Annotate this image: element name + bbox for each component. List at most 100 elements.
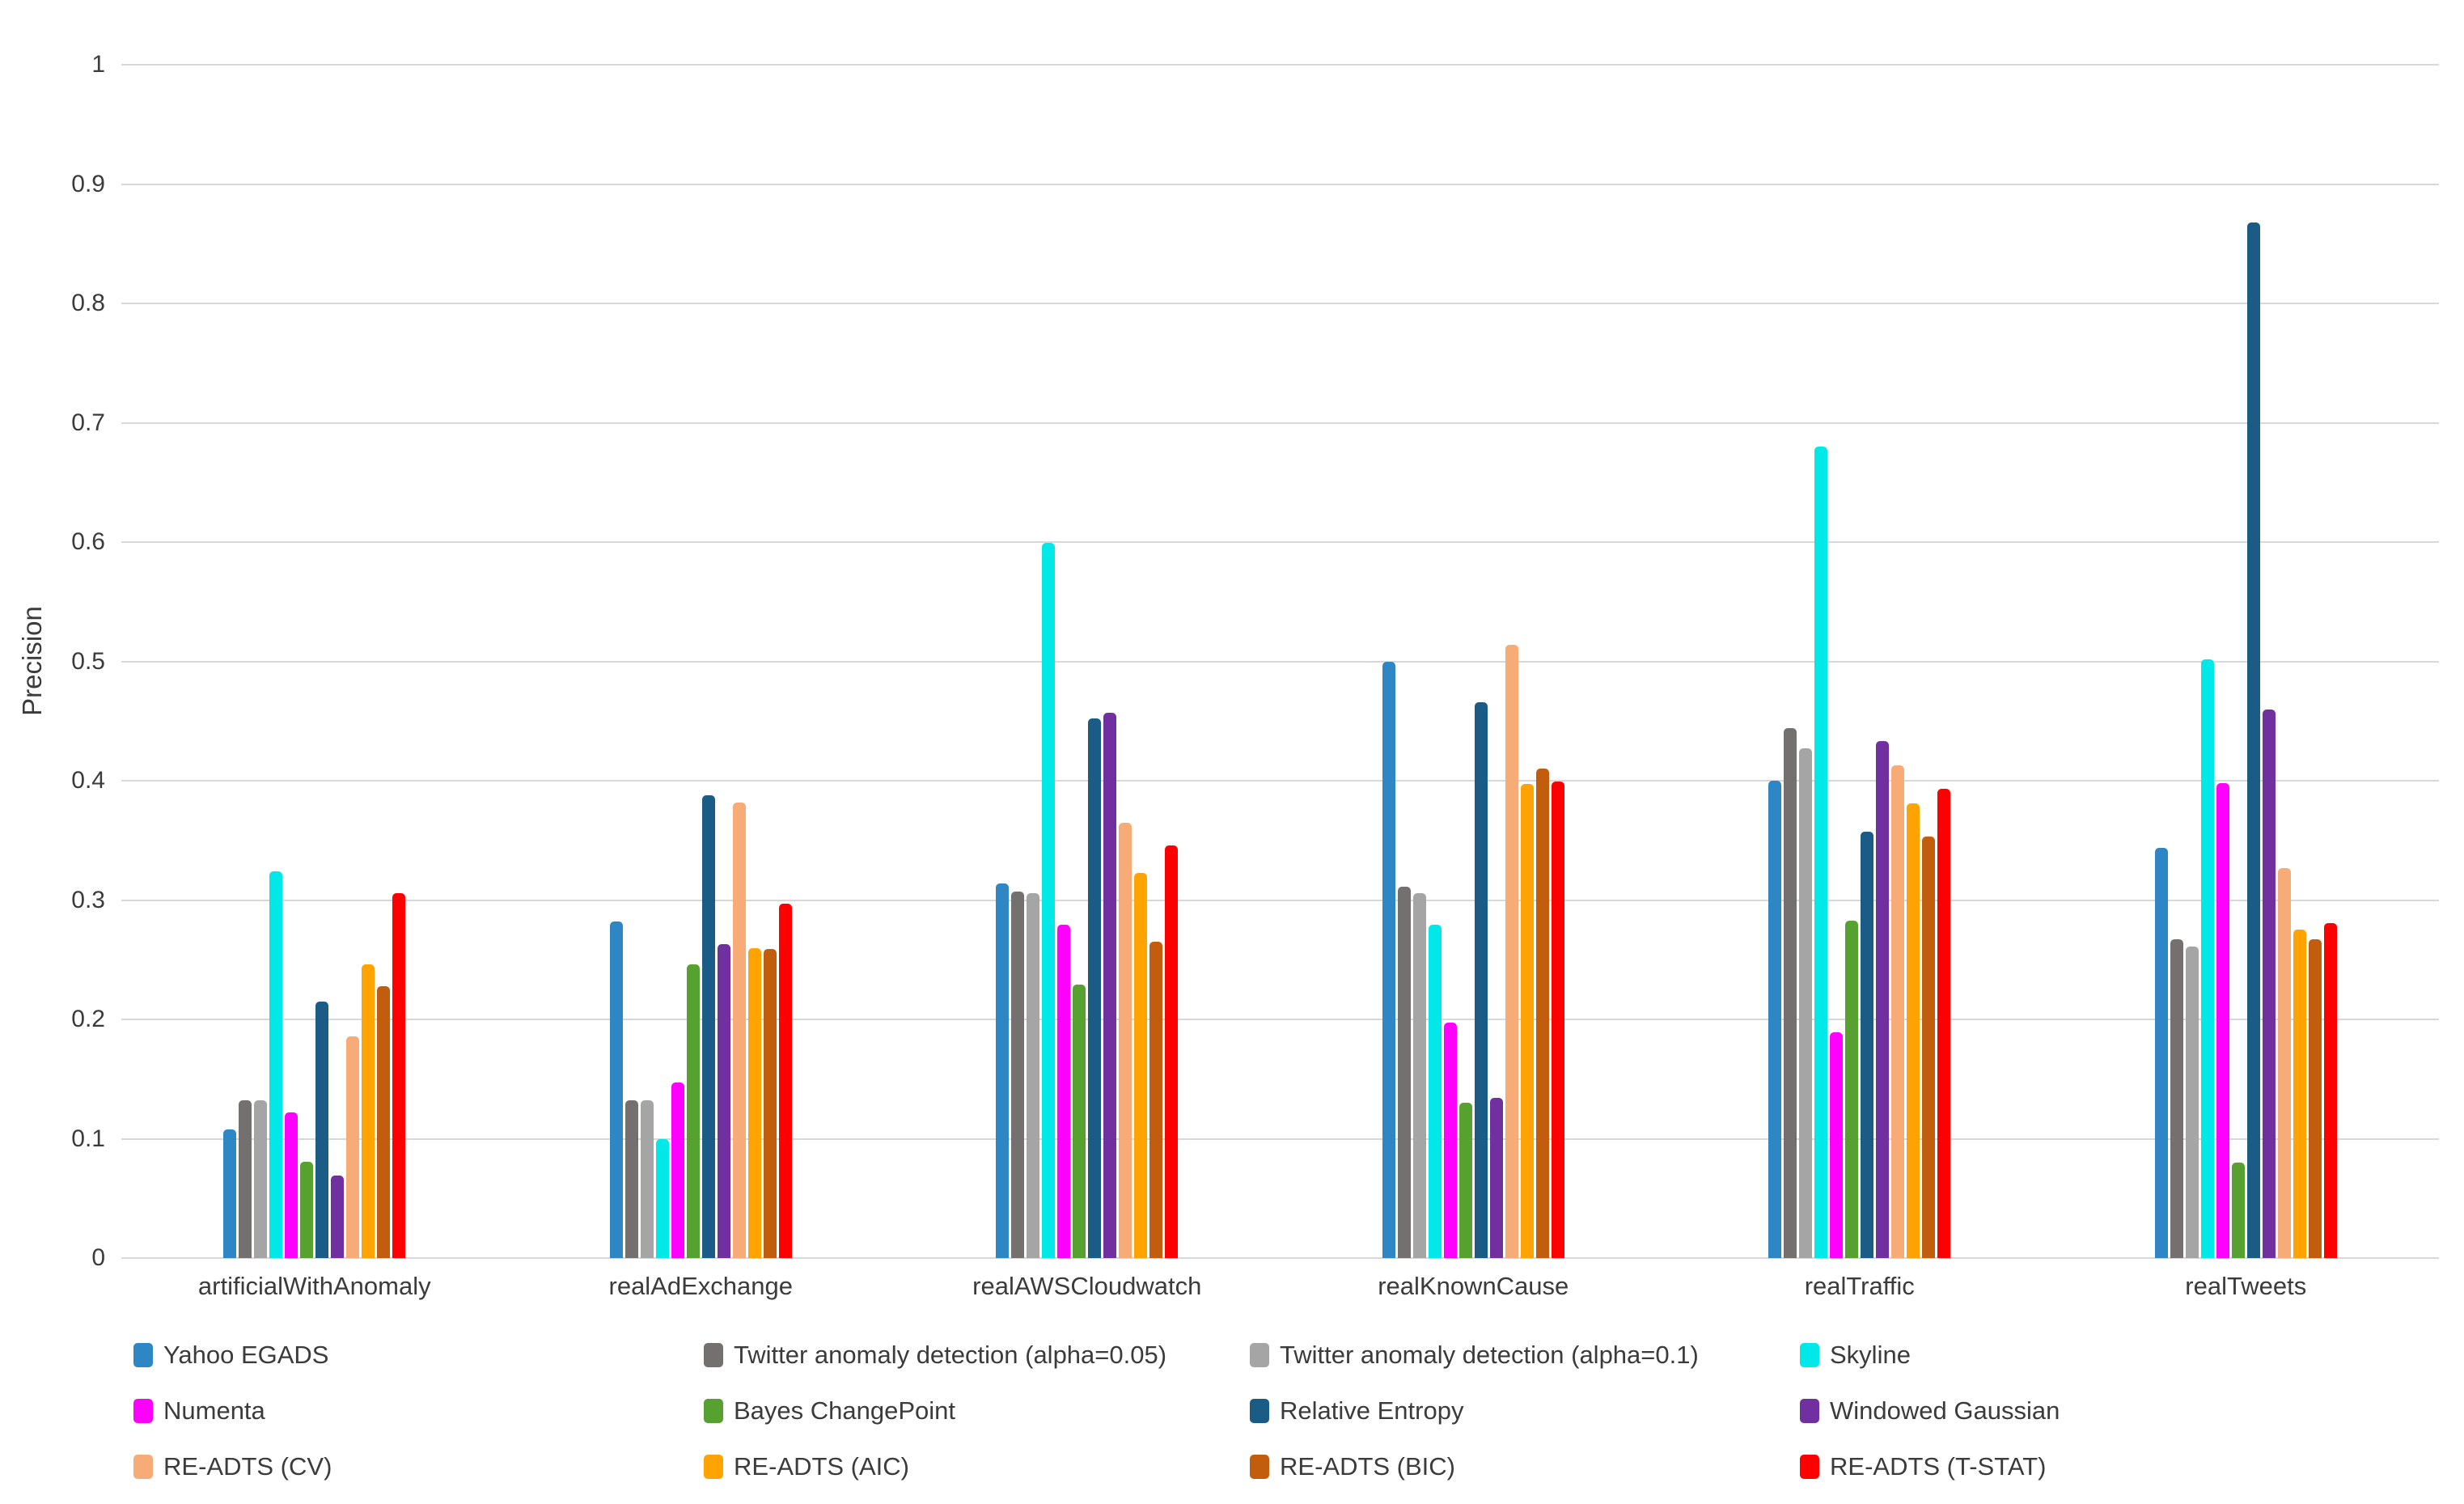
legend-item-Numenta: Numenta — [133, 1396, 704, 1426]
bar-RE-ADTS (BIC)-realAWSCloudwatch — [1149, 942, 1163, 1258]
legend-item-RE-ADTS (AIC): RE-ADTS (AIC) — [704, 1452, 1250, 1481]
legend-item-Yahoo EGADS: Yahoo EGADS — [133, 1341, 704, 1370]
bar-Twitter anomaly detection (alpha=0.05)-realTraffic — [1784, 728, 1797, 1258]
bar-RE-ADTS (AIC)-realAdExchange — [747, 947, 761, 1258]
bar-Twitter anomaly detection (alpha=0.1)-artificialWithAnomaly — [254, 1100, 268, 1258]
bar-Skyline-realKnownCause — [1428, 925, 1442, 1258]
category-label-realTraffic: realTraffic — [1804, 1272, 1915, 1300]
bar-Relative Entropy-realTraffic — [1861, 832, 1874, 1258]
gridline-0.3 — [121, 899, 2439, 901]
bar-Skyline-realAWSCloudwatch — [1042, 543, 1056, 1258]
legend-item-Bayes ChangePoint: Bayes ChangePoint — [704, 1396, 1250, 1426]
bar-group-realTraffic — [1666, 65, 2053, 1258]
y-tick-label-1: 1 — [91, 51, 105, 78]
bar-Numenta-realAWSCloudwatch — [1057, 925, 1071, 1258]
legend-swatch-icon — [133, 1454, 153, 1479]
bar-RE-ADTS (T-STAT)-artificialWithAnomaly — [392, 892, 406, 1258]
legend-label: Relative Entropy — [1280, 1396, 1464, 1425]
bar-RE-ADTS (CV)-realKnownCause — [1505, 644, 1518, 1258]
bar-Skyline-realTraffic — [1814, 447, 1828, 1258]
bar-RE-ADTS (CV)-realAdExchange — [732, 802, 746, 1258]
bar-Yahoo EGADS-realKnownCause — [1382, 661, 1395, 1258]
bar-group-realTweets — [2053, 65, 2440, 1258]
bar-group-realAdExchange — [508, 65, 895, 1258]
legend-label: Twitter anomaly detection (alpha=0.1) — [1280, 1340, 1699, 1369]
gridline-0.8 — [121, 303, 2439, 304]
bar-RE-ADTS (CV)-realTraffic — [1891, 765, 1905, 1258]
legend-label: RE-ADTS (T-STAT) — [1830, 1451, 2047, 1481]
bar-Numenta-artificialWithAnomaly — [285, 1112, 298, 1258]
legend-label: RE-ADTS (CV) — [163, 1451, 332, 1481]
bar-Twitter anomaly detection (alpha=0.05)-artificialWithAnomaly — [239, 1100, 252, 1258]
legend-swatch-icon — [704, 1398, 723, 1423]
bar-RE-ADTS (BIC)-realKnownCause — [1535, 769, 1549, 1258]
category-label-realKnownCause: realKnownCause — [1378, 1272, 1569, 1300]
bar-RE-ADTS (T-STAT)-realAdExchange — [778, 903, 792, 1258]
bar-RE-ADTS (AIC)-artificialWithAnomaly — [362, 964, 375, 1258]
bar-Twitter anomaly detection (alpha=0.05)-realKnownCause — [1397, 887, 1411, 1258]
category-label-realAdExchange: realAdExchange — [608, 1272, 794, 1300]
bar-Bayes ChangePoint-realTraffic — [1845, 920, 1859, 1258]
legend-swatch-icon — [1800, 1398, 1819, 1423]
bar-RE-ADTS (BIC)-realTweets — [2308, 939, 2322, 1258]
legend-swatch-icon — [704, 1342, 723, 1367]
y-tick-label-0.6: 0.6 — [71, 528, 105, 555]
legend-swatch-icon — [133, 1342, 153, 1367]
legend-item-Twitter anomaly detection (alpha=0.05): Twitter anomaly detection (alpha=0.05) — [704, 1341, 1250, 1370]
bar-Twitter anomaly detection (alpha=0.05)-realAWSCloudwatch — [1011, 892, 1025, 1258]
bar-RE-ADTS (CV)-artificialWithAnomaly — [346, 1036, 360, 1258]
bar-Bayes ChangePoint-realAdExchange — [686, 964, 700, 1258]
bar-Windowed Gaussian-realKnownCause — [1489, 1098, 1503, 1258]
category-label-realTweets: realTweets — [2185, 1272, 2307, 1300]
y-tick-label-0.8: 0.8 — [71, 290, 105, 316]
bar-Twitter anomaly detection (alpha=0.1)-realTraffic — [1799, 748, 1813, 1258]
gridline-0.6 — [121, 541, 2439, 543]
bar-Yahoo EGADS-realTraffic — [1768, 781, 1782, 1258]
category-label-artificialWithAnomaly: artificialWithAnomaly — [197, 1272, 431, 1300]
legend-item-RE-ADTS (BIC): RE-ADTS (BIC) — [1250, 1452, 1800, 1481]
bar-Twitter anomaly detection (alpha=0.1)-realTweets — [2185, 947, 2199, 1258]
legend-item-Windowed Gaussian: Windowed Gaussian — [1800, 1396, 2060, 1426]
legend-label: RE-ADTS (AIC) — [734, 1451, 909, 1481]
bar-Numenta-realAdExchange — [671, 1082, 684, 1258]
bar-Relative Entropy-artificialWithAnomaly — [315, 1001, 329, 1258]
legend-label: Numenta — [163, 1396, 265, 1425]
legend-swatch-icon — [1800, 1454, 1819, 1479]
bar-Skyline-artificialWithAnomaly — [269, 871, 283, 1258]
bar-RE-ADTS (BIC)-artificialWithAnomaly — [377, 985, 391, 1258]
y-tick-label-0.1: 0.1 — [71, 1125, 105, 1152]
bar-Windowed Gaussian-realAWSCloudwatch — [1103, 712, 1117, 1258]
bar-Bayes ChangePoint-realKnownCause — [1459, 1103, 1472, 1258]
legend-swatch-icon — [1250, 1454, 1269, 1479]
legend-label: Windowed Gaussian — [1830, 1396, 2060, 1425]
bar-Twitter anomaly detection (alpha=0.1)-realKnownCause — [1412, 892, 1426, 1258]
legend: Yahoo EGADS Twitter anomaly detection (al… — [133, 1327, 2060, 1494]
gridline-0 — [121, 1257, 2439, 1259]
bar-RE-ADTS (CV)-realTweets — [2277, 867, 2291, 1258]
bar-Bayes ChangePoint-artificialWithAnomaly — [300, 1161, 314, 1258]
bar-RE-ADTS (T-STAT)-realAWSCloudwatch — [1165, 845, 1179, 1258]
bar-Twitter anomaly detection (alpha=0.1)-realAdExchange — [640, 1100, 654, 1258]
bar-Numenta-realTraffic — [1830, 1032, 1844, 1258]
legend-label: Skyline — [1830, 1340, 1911, 1369]
gridline-0.1 — [121, 1138, 2439, 1140]
bar-Numenta-realKnownCause — [1443, 1023, 1457, 1258]
legend-label: Bayes ChangePoint — [734, 1396, 956, 1425]
gridline-0.2 — [121, 1019, 2439, 1020]
bar-RE-ADTS (CV)-realAWSCloudwatch — [1119, 822, 1133, 1258]
bar-RE-ADTS (AIC)-realKnownCause — [1520, 784, 1534, 1258]
bar-Twitter anomaly detection (alpha=0.05)-realAdExchange — [624, 1100, 638, 1258]
gridline-0.5 — [121, 660, 2439, 663]
bar-Yahoo EGADS-realTweets — [2154, 847, 2168, 1258]
y-tick-label-0.9: 0.9 — [71, 170, 105, 197]
gridline-0.4 — [121, 780, 2439, 782]
legend-swatch-icon — [1250, 1398, 1269, 1423]
bar-RE-ADTS (T-STAT)-realKnownCause — [1551, 782, 1564, 1258]
y-tick-label-0.5: 0.5 — [71, 647, 105, 675]
bar-Relative Entropy-realTweets — [2246, 222, 2260, 1258]
legend-swatch-icon — [704, 1454, 723, 1479]
legend-label: RE-ADTS (BIC) — [1280, 1451, 1455, 1481]
legend-item-Relative Entropy: Relative Entropy — [1250, 1396, 1800, 1426]
category-label-realAWSCloudwatch: realAWSCloudwatch — [972, 1272, 1202, 1300]
bar-RE-ADTS (T-STAT)-realTraffic — [1937, 789, 1951, 1258]
